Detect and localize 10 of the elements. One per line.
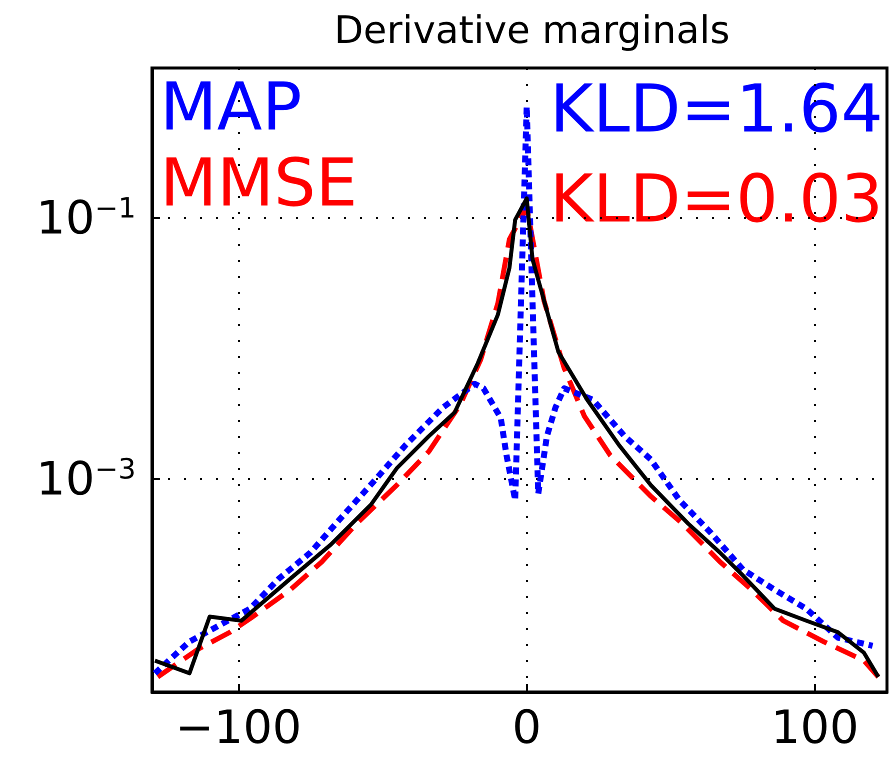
x-tick-label: 0 <box>512 700 542 754</box>
annotation: KLD=1.64 <box>550 70 884 148</box>
x-tick-label: −100 <box>175 700 302 754</box>
text: MAP <box>160 68 302 146</box>
text: MMSE <box>160 144 358 222</box>
x-tick-label: 100 <box>771 700 859 754</box>
annotation: KLD=0.03 <box>550 160 884 238</box>
chart-title: Derivative marginals <box>334 8 730 52</box>
y-tick-label: 10$^{−3}$ <box>36 451 136 506</box>
y-tick-label: 10$^{−1}$ <box>36 190 136 244</box>
